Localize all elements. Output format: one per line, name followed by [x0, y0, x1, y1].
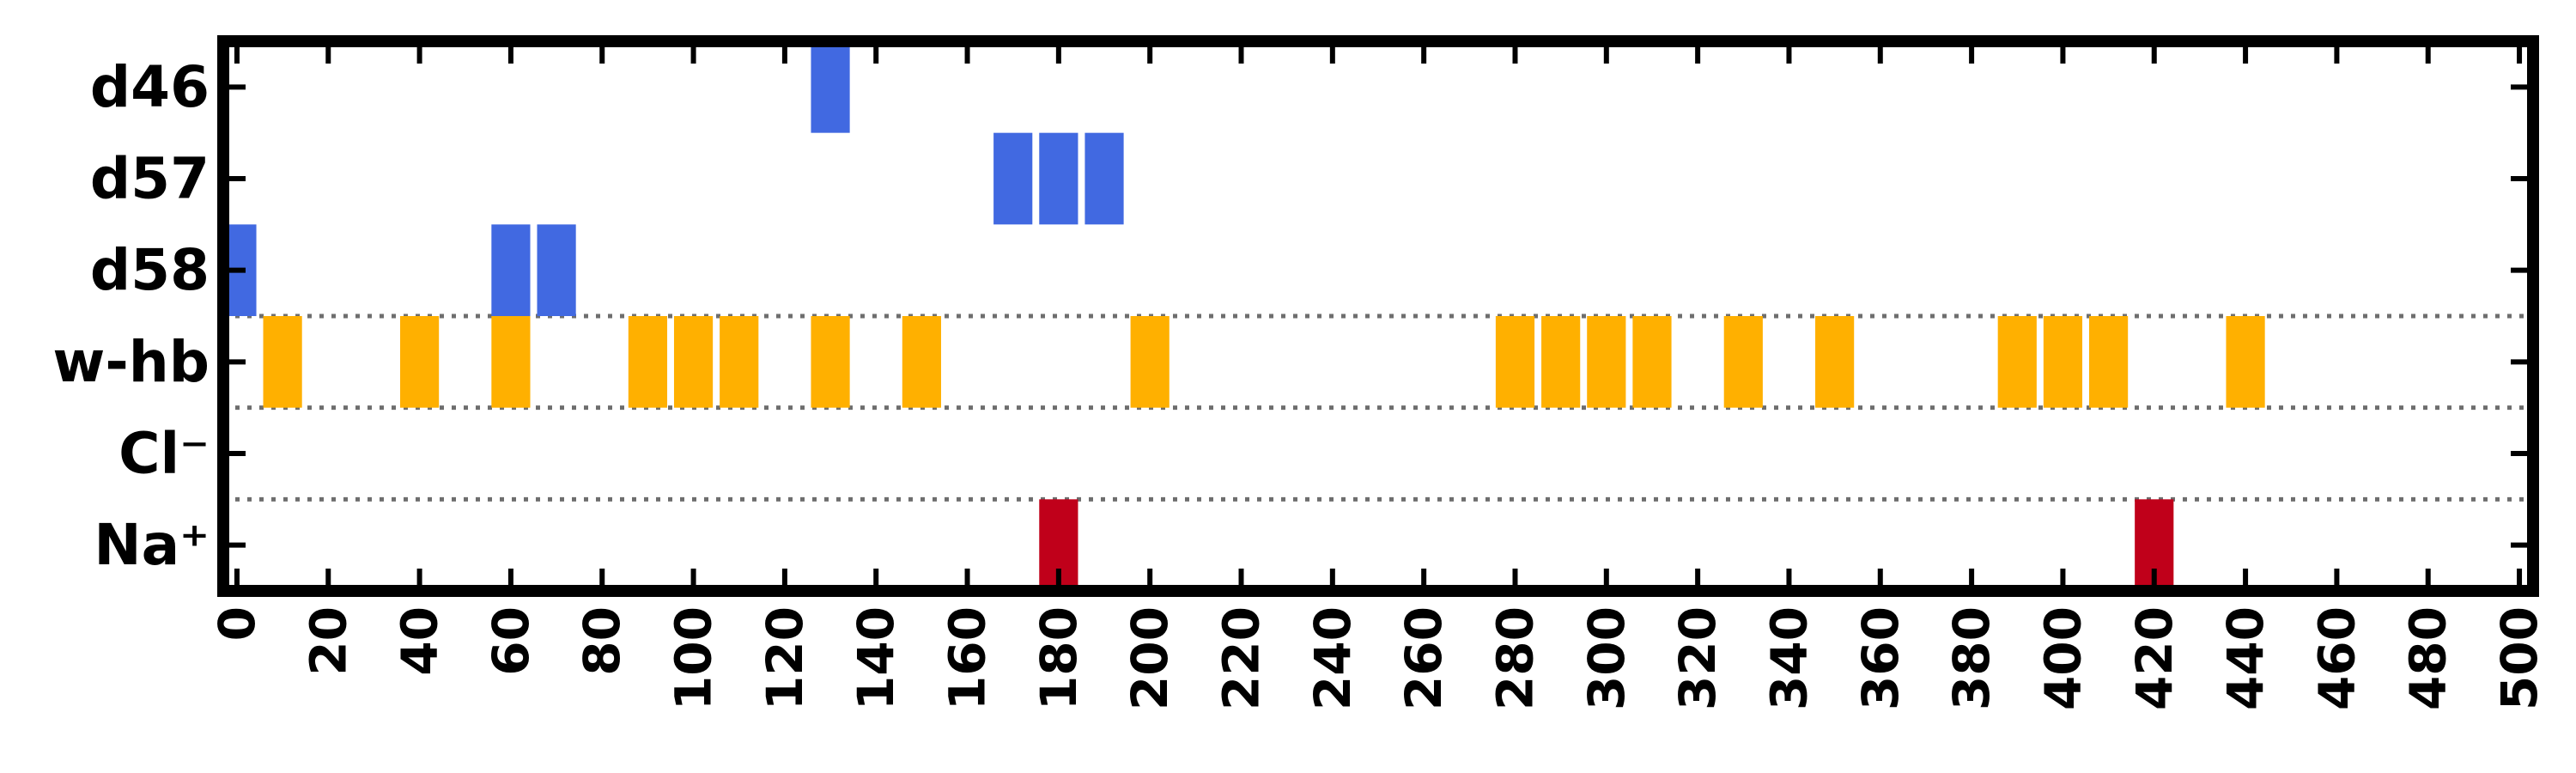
- x-tick-label: 360: [1851, 606, 1910, 710]
- x-tick-label: 480: [2399, 606, 2458, 710]
- event-bar: [1632, 316, 1672, 408]
- event-bar: [491, 316, 531, 408]
- x-tick-label: 300: [1577, 606, 1636, 710]
- event-bar: [811, 41, 850, 133]
- event-bar: [2226, 316, 2265, 408]
- x-tick-label: 260: [1394, 606, 1453, 710]
- event-bar: [811, 316, 850, 408]
- event-bar: [993, 132, 1033, 225]
- y-tick-labels: d46 d57 d58 w-hb Cl⁻ Na⁺: [52, 54, 210, 578]
- plot-frame: [217, 35, 2539, 597]
- x-tick-label: 100: [665, 606, 723, 710]
- x-tick-label: 160: [939, 606, 997, 710]
- x-tick-label: 0: [208, 606, 266, 641]
- x-tick-label: 340: [1759, 606, 1818, 710]
- event-bar: [400, 316, 440, 408]
- x-tick-label: 40: [391, 606, 449, 676]
- x-tick-label: 400: [2033, 606, 2092, 710]
- x-tick-label: 80: [573, 606, 631, 676]
- event-bar: [491, 224, 531, 316]
- x-tick-labels: 0 20 40 60 80 100 120 140 160 180 200 220 240 260 280 3…: [208, 606, 2549, 710]
- x-tick-label: 60: [482, 606, 540, 676]
- x-tick-label: 180: [1030, 606, 1088, 710]
- event-bar: [902, 316, 941, 408]
- x-tick-label: 280: [1485, 606, 1544, 710]
- x-tick-label: 200: [1121, 606, 1179, 710]
- x-tick-label: 140: [847, 606, 905, 710]
- event-bar: [537, 224, 576, 316]
- y-tick-label: Na⁺: [94, 512, 210, 578]
- y-tick-label: d58: [90, 237, 210, 303]
- event-bar: [263, 316, 302, 408]
- event-bar: [720, 316, 759, 408]
- y-tick-label: d46: [90, 54, 210, 120]
- event-bar: [1541, 316, 1581, 408]
- y-tick-label: Cl⁻: [118, 421, 210, 487]
- x-tick-label: 460: [2307, 606, 2366, 710]
- event-bar: [2088, 316, 2129, 408]
- x-tick-label: 440: [2216, 606, 2275, 710]
- event-bar: [628, 316, 668, 408]
- event-bar: [1997, 316, 2037, 408]
- x-tick-label: 420: [2125, 606, 2184, 710]
- event-bar: [1039, 132, 1078, 225]
- x-tick-label: 240: [1303, 606, 1362, 710]
- y-tick-label: d57: [90, 146, 210, 212]
- y-tick-label: w-hb: [52, 329, 210, 395]
- x-tick-label: 120: [756, 606, 814, 710]
- x-tick-label: 380: [1942, 606, 2001, 710]
- x-tick-label: 320: [1668, 606, 1727, 710]
- event-bars: [223, 41, 2265, 591]
- event-bar: [673, 316, 714, 408]
- event-bar: [1723, 316, 1763, 408]
- event-bar: [1815, 316, 1855, 408]
- group-separators: [223, 313, 2533, 502]
- event-bar: [1084, 132, 1124, 225]
- event-bar: [1587, 316, 1626, 408]
- x-tick-label: 20: [299, 606, 357, 676]
- x-tick-label: 220: [1212, 606, 1271, 710]
- x-tick-label: 500: [2490, 606, 2549, 710]
- event-bar: [1495, 316, 1535, 408]
- event-bar: [2043, 316, 2083, 408]
- event-bar: [1130, 316, 1170, 408]
